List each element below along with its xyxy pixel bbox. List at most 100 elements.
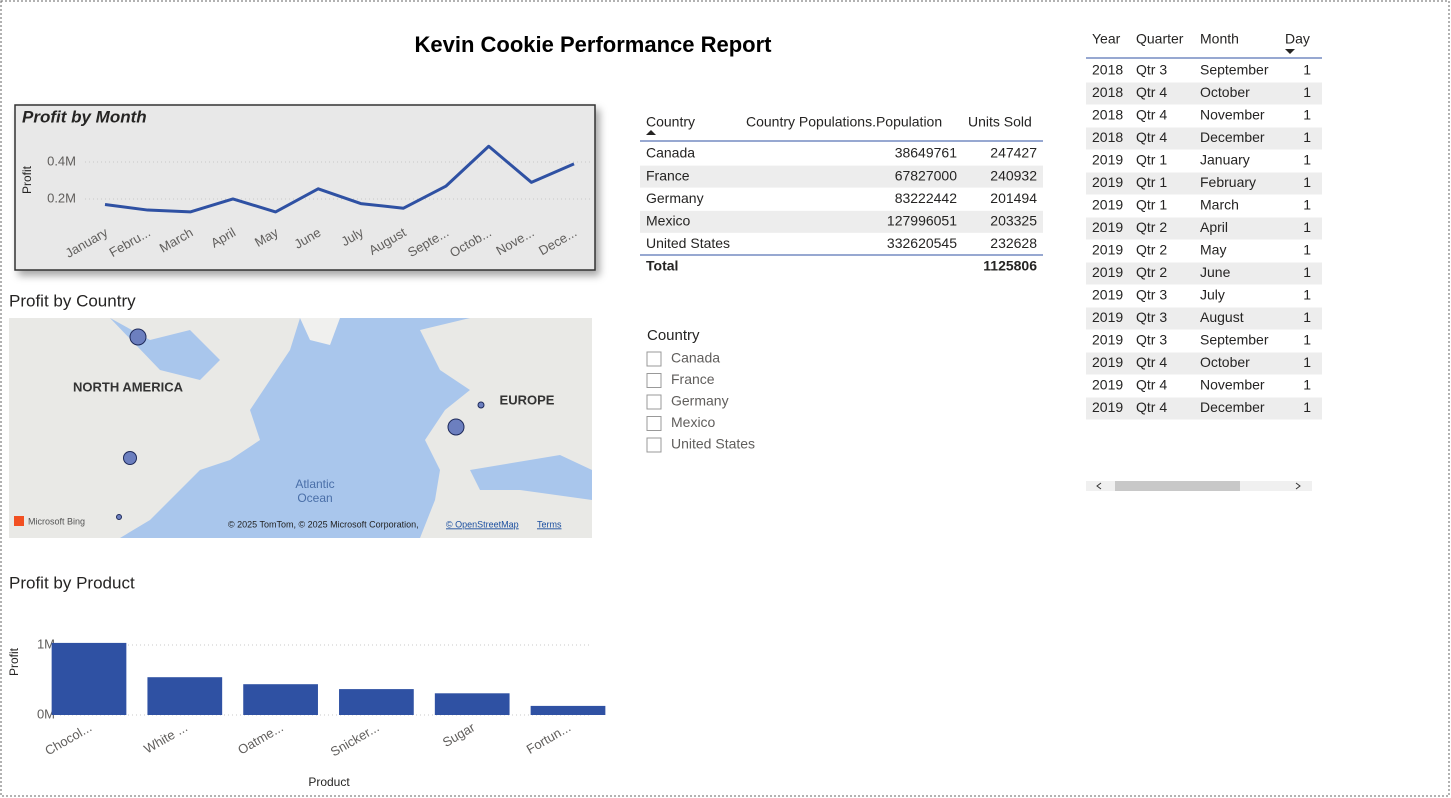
date-cell: 2019: [1092, 174, 1123, 190]
date-cell: June: [1200, 264, 1231, 280]
date-cell: 2019: [1092, 219, 1123, 235]
slicer-item[interactable]: United States: [671, 436, 755, 452]
date-cell: 2018: [1092, 62, 1123, 78]
x-tick-label: White ...: [141, 720, 190, 757]
date-cell: May: [1200, 242, 1226, 258]
map: NORTH AMERICA EUROPE Atlantic Ocean Micr…: [9, 318, 592, 538]
bar: [530, 705, 606, 715]
map-bubble: [123, 451, 137, 465]
date-cell: Qtr 1: [1136, 197, 1167, 213]
map-label: Atlantic: [295, 477, 334, 491]
row-band: [640, 165, 1043, 188]
x-tick-label: Sugar: [440, 719, 478, 750]
date-cell: Qtr 2: [1136, 242, 1167, 258]
x-tick-label: Fortun...: [524, 720, 573, 757]
slicer-checkbox[interactable]: [646, 373, 662, 388]
date-cell: 1: [1303, 62, 1311, 78]
date-cell: Qtr 3: [1136, 332, 1167, 348]
date-cell: 2019: [1092, 242, 1123, 258]
y-tick-label: 0.4M: [47, 153, 76, 168]
date-cell: Qtr 1: [1136, 152, 1167, 168]
map-attribution: © 2025 TomTom, © 2025 Microsoft Corporat…: [228, 519, 419, 529]
map-title: Profit by Country: [9, 291, 136, 310]
slicer-checkbox[interactable]: [646, 416, 662, 431]
date-cell: 1: [1303, 309, 1311, 325]
date-cell: 1: [1303, 129, 1311, 145]
date-cell: Qtr 3: [1136, 287, 1167, 303]
table-header[interactable]: Units Sold: [968, 114, 1032, 130]
sort-arrow[interactable]: [1285, 49, 1295, 54]
slicer-item[interactable]: Germany: [671, 393, 729, 409]
table-cell: 67827000: [895, 167, 958, 183]
date-header[interactable]: Day: [1285, 31, 1310, 47]
row-band: [640, 210, 1043, 233]
table-cell: 203325: [990, 213, 1037, 229]
date-cell: Qtr 4: [1136, 399, 1167, 415]
date-cell: March: [1200, 197, 1239, 213]
date-cell: Qtr 4: [1136, 354, 1167, 370]
table-header[interactable]: Country Populations.Population: [746, 114, 942, 130]
date-cell: September: [1200, 62, 1269, 78]
slicer-title: Country: [647, 327, 700, 344]
slicer-item[interactable]: France: [671, 371, 715, 387]
date-cell: 1: [1303, 264, 1311, 280]
date-cell: 2019: [1092, 197, 1123, 213]
table-cell: 332620545: [887, 235, 957, 251]
date-header[interactable]: Quarter: [1136, 31, 1184, 47]
row-band: [1086, 307, 1322, 330]
row-band: [1086, 82, 1322, 105]
table-cell: France: [646, 167, 690, 183]
date-cell: July: [1200, 287, 1225, 303]
date-cell: 1: [1303, 377, 1311, 393]
date-cell: 1: [1303, 174, 1311, 190]
date-cell: 1: [1303, 197, 1311, 213]
date-header[interactable]: Year: [1092, 31, 1121, 47]
date-cell: Qtr 4: [1136, 84, 1167, 100]
scroll-arrows[interactable]: [1096, 482, 1301, 490]
table-cell: Germany: [646, 190, 704, 206]
map-bubble: [477, 401, 485, 409]
date-cell: August: [1200, 309, 1244, 325]
slicer-checkbox[interactable]: [646, 394, 662, 410]
row-band: [1086, 352, 1322, 375]
date-cell: 1: [1303, 242, 1311, 258]
y-tick-label: 0.2M: [47, 190, 76, 205]
map-terms-link[interactable]: Terms: [537, 519, 562, 529]
map-label: NORTH AMERICA: [73, 379, 184, 394]
date-cell: October: [1200, 84, 1250, 100]
map-osm-link[interactable]: © OpenStreetMap: [446, 519, 519, 529]
table-cell: United States: [646, 235, 730, 251]
bar-title: Profit by Product: [9, 573, 135, 592]
table-cell: 127996051: [887, 213, 957, 229]
bar: [243, 684, 318, 715]
sort-arrow[interactable]: [646, 130, 656, 135]
date-cell: 1: [1303, 219, 1311, 235]
slicer-checkbox[interactable]: [646, 437, 662, 453]
map-land: [9, 318, 300, 538]
scrollbar-thumb[interactable]: [1115, 481, 1240, 491]
slicer-item[interactable]: Canada: [671, 350, 720, 366]
slicer-item[interactable]: Mexico: [671, 414, 716, 430]
table-cell: 83222442: [895, 190, 958, 206]
table-header[interactable]: Country: [646, 114, 695, 130]
date-cell: 2018: [1092, 107, 1123, 123]
map-bubble: [447, 418, 465, 436]
bar: [51, 642, 127, 715]
date-cell: Qtr 4: [1136, 129, 1167, 145]
date-cell: Qtr 3: [1136, 309, 1167, 325]
date-cell: Qtr 1: [1136, 174, 1167, 190]
bar-y-label: Profit: [7, 647, 21, 676]
date-header[interactable]: Month: [1200, 31, 1239, 47]
row-band: [1086, 217, 1322, 240]
line: [104, 144, 575, 214]
bing-logo: [14, 516, 24, 526]
date-cell: 2018: [1092, 129, 1123, 145]
table-cell: Mexico: [646, 213, 691, 229]
slicer-checkbox[interactable]: [646, 351, 662, 367]
date-cell: January: [1200, 152, 1250, 168]
date-cell: November: [1200, 107, 1265, 123]
date-cell: December: [1200, 399, 1265, 415]
row-band: [1086, 262, 1322, 285]
